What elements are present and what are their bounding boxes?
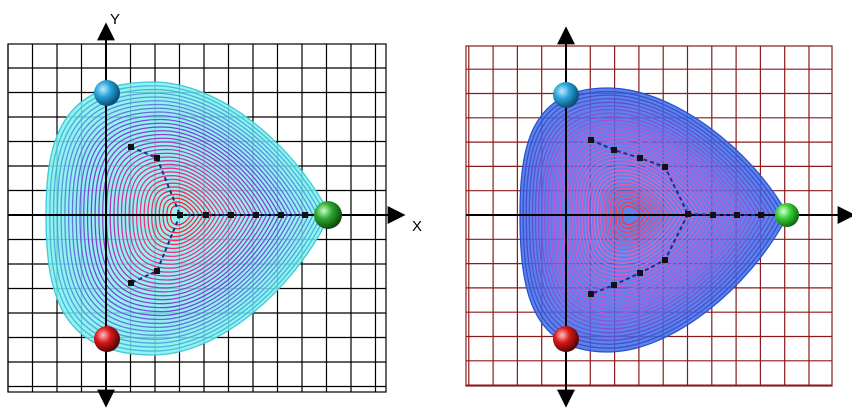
right-panel <box>465 26 852 408</box>
right-control-polygon <box>588 137 764 297</box>
control-point <box>662 257 668 263</box>
control-polygon-segment <box>687 213 761 216</box>
blue-sphere <box>94 80 120 106</box>
control-point <box>177 212 183 218</box>
left-control-polygon <box>128 144 308 286</box>
control-point <box>154 155 160 161</box>
control-point <box>637 155 643 161</box>
control-point <box>278 212 284 218</box>
left-surface-contours <box>45 81 331 356</box>
control-point <box>302 212 308 218</box>
left-panel: X Y <box>7 11 422 408</box>
red-sphere <box>553 326 579 352</box>
control-point <box>588 291 594 297</box>
control-point <box>611 282 617 288</box>
left-y-axis-label: Y <box>110 11 120 28</box>
red-sphere <box>94 326 120 352</box>
green-sphere <box>775 203 799 227</box>
control-point <box>611 147 617 153</box>
control-point <box>710 212 716 218</box>
control-point <box>734 212 740 218</box>
control-point <box>203 212 209 218</box>
control-point <box>637 270 643 276</box>
control-point <box>154 268 160 274</box>
control-point <box>662 164 668 170</box>
blue-sphere <box>553 82 579 108</box>
control-point <box>685 211 691 217</box>
control-point <box>228 212 234 218</box>
green-sphere <box>314 201 342 229</box>
control-point <box>128 280 134 286</box>
control-point <box>588 137 594 143</box>
control-point <box>253 212 259 218</box>
right-control-spheres <box>553 82 799 352</box>
left-control-spheres <box>94 80 342 352</box>
left-x-axis-label: X <box>412 218 422 235</box>
control-point <box>758 212 764 218</box>
control-polygon-segment <box>130 214 181 284</box>
control-point <box>128 144 134 150</box>
